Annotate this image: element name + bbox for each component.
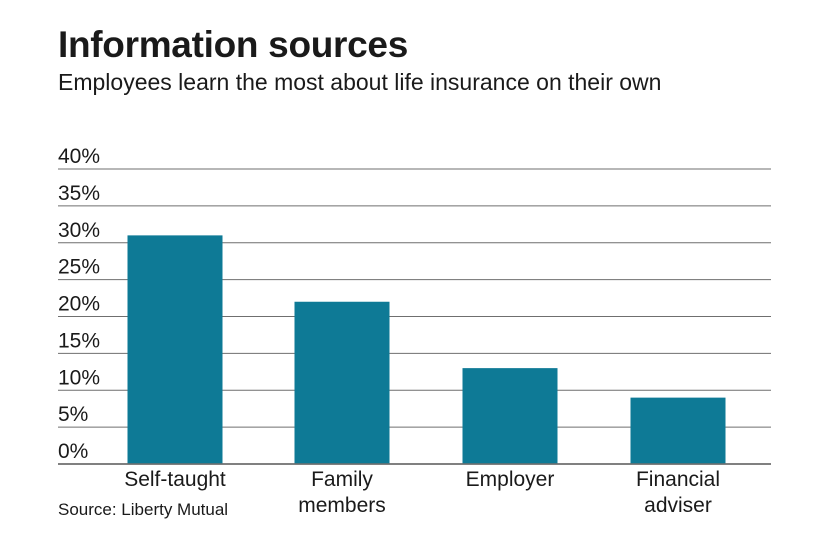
bar bbox=[127, 235, 223, 464]
bar bbox=[630, 397, 726, 464]
x-category-label: Employer bbox=[466, 468, 555, 491]
y-tick-label: 35% bbox=[58, 182, 100, 205]
bar bbox=[294, 301, 390, 464]
y-tick-label: 10% bbox=[58, 366, 100, 389]
x-category-label: Family members bbox=[298, 468, 386, 517]
bar bbox=[462, 368, 558, 464]
x-category-label-line: Employer bbox=[466, 468, 555, 491]
y-axis-ticks: 0% 5% 10% 15% 20% 25% 30% 35% 40% bbox=[58, 145, 100, 463]
x-category-label: Self-taught bbox=[124, 468, 226, 491]
y-tick-label: 20% bbox=[58, 293, 100, 316]
x-category-label: Financial adviser bbox=[636, 468, 720, 517]
x-category-label-line: Self-taught bbox=[124, 468, 226, 491]
y-tick-label: 15% bbox=[58, 329, 100, 352]
x-category-label-line: Financial bbox=[636, 468, 720, 491]
x-category-label-line: adviser bbox=[644, 494, 712, 517]
chart-title: Information sources bbox=[58, 24, 408, 65]
y-tick-label: 25% bbox=[58, 256, 100, 279]
y-tick-label: 5% bbox=[58, 403, 88, 426]
chart-subtitle: Employees learn the most about life insu… bbox=[58, 69, 662, 95]
y-tick-label: 0% bbox=[58, 440, 88, 463]
y-tick-label: 30% bbox=[58, 219, 100, 242]
x-axis-categories: Self-taught Family members Employer Financia… bbox=[124, 468, 720, 517]
chart-source: Source: Liberty Mutual bbox=[58, 500, 229, 519]
x-category-label-line: Family bbox=[311, 468, 373, 491]
y-tick-label: 40% bbox=[58, 145, 100, 168]
bars bbox=[58, 235, 771, 465]
x-category-label-line: members bbox=[298, 494, 386, 517]
